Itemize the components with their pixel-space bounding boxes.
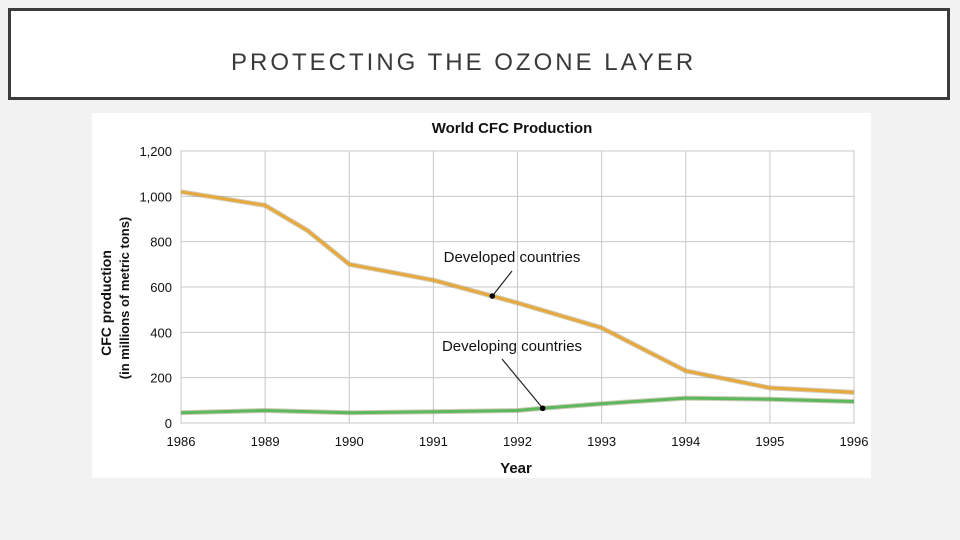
cfc-line-chart: World CFC Production CFC production (in …	[98, 120, 869, 477]
x-tick-label: 1995	[755, 434, 784, 449]
annotation-dot	[489, 293, 496, 299]
y-tick-label: 1,200	[139, 144, 172, 159]
y-tick-label: 200	[150, 371, 172, 386]
x-tick-label: 1990	[335, 434, 364, 449]
x-tick-label: 1989	[251, 434, 280, 449]
y-tick-label: 600	[150, 280, 172, 295]
x-ticks: 1986 1989 1990 1991 1992 1993 1994 1995 1996	[167, 434, 869, 449]
annotation-dot	[539, 405, 546, 412]
series-line	[180, 396, 855, 415]
annotations: Developed countries Developing countries	[442, 249, 582, 412]
y-ticks: 0 200 400 600 800 1,000 1,200	[139, 144, 172, 431]
x-tick-label: 1996	[840, 434, 869, 449]
annotation-label: Developed countries	[444, 249, 581, 266]
y-axis-label: CFC production (in millions of metric to…	[98, 217, 132, 380]
annotation-label: Developing countries	[442, 338, 582, 355]
x-tick-label: 1986	[167, 434, 196, 449]
y-tick-label: 1,000	[139, 189, 172, 204]
x-tick-label: 1994	[671, 434, 700, 449]
x-axis-label: Year	[500, 460, 532, 477]
annotation-pointer	[501, 358, 544, 409]
chart-title: World CFC Production	[432, 120, 593, 137]
y-tick-label: 400	[150, 325, 172, 340]
y-axis-label-sub: (in millions of metric tons)	[117, 217, 132, 380]
x-tick-label: 1992	[503, 434, 532, 449]
x-tick-label: 1991	[419, 434, 448, 449]
x-tick-label: 1993	[587, 434, 616, 449]
slide-title: PROTECTING THE OZONE LAYER	[231, 49, 697, 76]
grid	[180, 150, 855, 424]
y-axis-label-main: CFC production	[98, 250, 114, 356]
y-tick-label: 800	[150, 235, 172, 250]
chart-panel: World CFC Production CFC production (in …	[92, 113, 871, 478]
title-box: PROTECTING THE OZONE LAYER	[8, 8, 950, 100]
y-tick-label: 0	[165, 416, 172, 431]
annotation-pointer	[491, 270, 513, 297]
